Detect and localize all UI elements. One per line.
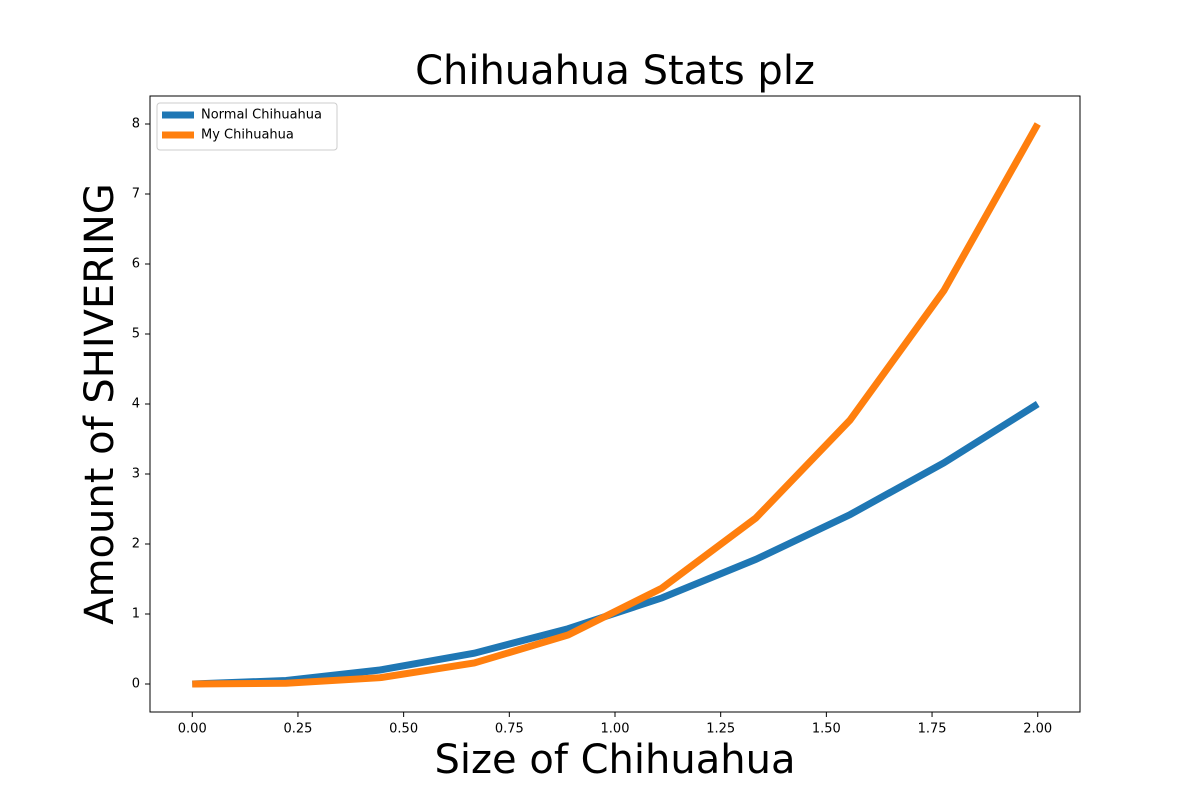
x-tick-label: 1.50 — [812, 722, 841, 737]
y-tick-label: 7 — [132, 187, 140, 202]
legend-label: My Chihuahua — [201, 128, 294, 143]
x-tick-label: 0.50 — [389, 722, 418, 737]
y-tick-label: 0 — [132, 677, 140, 692]
x-tick-label: 0.75 — [495, 722, 524, 737]
legend-label: Normal Chihuahua — [201, 108, 322, 123]
plot-frame — [149, 95, 1081, 713]
chart-title: Chihuahua Stats plz — [415, 48, 815, 94]
y-tick-label: 3 — [132, 467, 140, 482]
y-tick-label: 1 — [132, 607, 140, 622]
y-axis-label: Amount of SHIVERING — [77, 183, 123, 625]
y-tick-label: 6 — [132, 257, 140, 272]
x-tick-label: 0.00 — [178, 722, 207, 737]
x-axis-label: Size of Chihuahua — [435, 737, 796, 783]
y-tick-label: 5 — [132, 327, 140, 342]
y-tick-label: 8 — [132, 117, 140, 132]
x-tick-label: 1.25 — [706, 722, 735, 737]
x-tick-label: 1.75 — [918, 722, 947, 737]
legend-box — [156, 102, 338, 151]
y-tick-label: 4 — [132, 397, 140, 412]
x-tick-label: 0.25 — [283, 722, 312, 737]
y-tick-label: 2 — [132, 537, 140, 552]
x-tick-label: 2.00 — [1023, 722, 1052, 737]
series-line — [192, 122, 1041, 688]
series-line — [192, 401, 1040, 688]
x-tick-label: 1.00 — [601, 722, 630, 737]
